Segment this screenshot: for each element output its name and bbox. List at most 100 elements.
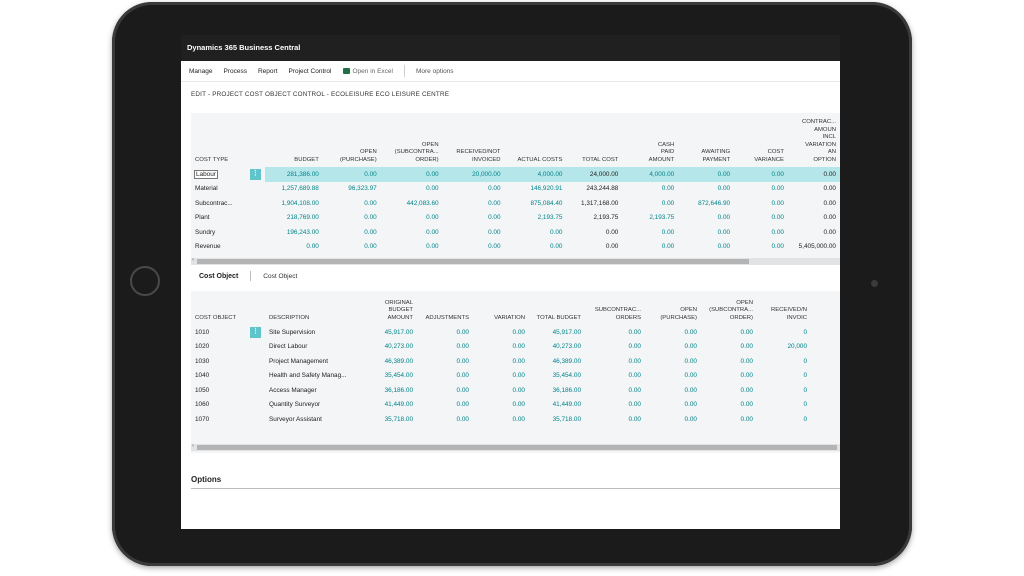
column-header[interactable]: CONTRAC... AMOUN INCL VARIATION AN OPTION [801, 119, 836, 163]
cost-object-cell[interactable]: 1030 [195, 357, 210, 365]
cost-type-label: Material [195, 185, 218, 193]
column-header[interactable]: OPEN (PURCHASE) [340, 149, 377, 163]
tab-cost-object[interactable]: Cost Object [263, 272, 298, 280]
description-cell[interactable]: Site Supervision [269, 328, 316, 336]
column-header[interactable]: OPEN (SUBCONTRA... ORDER) [709, 299, 753, 321]
app-title: Dynamics 365 Business Central [181, 35, 840, 61]
value-cell: 40,273.00 [552, 343, 581, 351]
scroll-left-icon[interactable]: ‹ [192, 443, 194, 449]
value-cell: 218,769.00 [286, 214, 319, 222]
column-header[interactable]: TOTAL COST [582, 156, 619, 163]
column-header[interactable]: TOTAL BUDGET [536, 314, 581, 321]
table-row[interactable]: 1020 Direct Labour 40,273.00 0.00 0.00 40,273… [191, 340, 811, 355]
manage-button[interactable]: Manage [189, 67, 213, 75]
description-cell[interactable]: Project Management [269, 357, 328, 365]
value-cell: 0.00 [364, 199, 377, 207]
value-cell: 5,405,000.00 [798, 243, 836, 251]
value-cell: 24,000.00 [566, 167, 623, 182]
column-header[interactable]: OPEN (SUBCONTRA... ORDER) [394, 141, 439, 163]
description-cell[interactable]: Surveyor Assistant [269, 415, 322, 423]
column-header[interactable]: BUDGET [294, 156, 319, 163]
table-row[interactable]: 1050 Access Manager 36,186.00 0.00 0.00 36,18… [191, 383, 811, 398]
page-title: EDIT - PROJECT COST OBJECT CONTROL - ECO… [191, 91, 450, 98]
value-cell: 0.00 [823, 199, 836, 207]
cost-object-cell[interactable]: 1070 [195, 415, 210, 423]
table-row[interactable]: Revenue 0.00 0.00 0.00 0.00 0.00 0.00 0.00 0.00 0… [191, 239, 840, 254]
table-row[interactable]: 1060 Quantity Surveyor 41,449.00 0.00 0.00 41… [191, 398, 811, 413]
report-button[interactable]: Report [257, 67, 278, 75]
column-header[interactable]: SUBCONTRAC... ORDERS [594, 307, 641, 321]
cost-object-cell[interactable]: 1020 [195, 343, 210, 351]
value-cell: 45,917.00 [384, 328, 413, 336]
column-header[interactable]: CASH PAID AMOUNT [648, 141, 675, 163]
value-cell: 0.00 [628, 415, 641, 423]
description-cell[interactable]: Access Manager [269, 386, 317, 394]
options-section[interactable]: Options [191, 475, 840, 489]
column-header[interactable]: COST TYPE [191, 113, 247, 167]
table-row[interactable]: Labour ⋮ 281,386.00 0.00 0.00 20,000.00 4,000.… [191, 167, 840, 182]
column-header[interactable]: ACTUAL COSTS [517, 156, 563, 163]
cost-object-scrollbar[interactable]: ‹ [191, 443, 840, 451]
value-cell: 0.00 [717, 228, 731, 236]
value-cell: 0.00 [628, 343, 641, 351]
value-cell: 0.00 [684, 386, 697, 394]
cost-type-cell[interactable]: Material [191, 181, 247, 196]
value-cell: 0.00 [740, 343, 753, 351]
value-cell: 0.00 [740, 386, 753, 394]
table-row[interactable]: Subcontrac... 1,904,108.00 0.00 442,083.60 0… [191, 196, 840, 211]
value-cell: 0.00 [628, 386, 641, 394]
table-row[interactable]: Material 1,257,689.88 96,323.97 0.00 0.00 146… [191, 181, 840, 196]
value-cell: 0.00 [740, 357, 753, 365]
table-row[interactable]: 1070 Surveyor Assistant 35,718.00 0.00 0.00 3… [191, 412, 811, 427]
scroll-left-icon[interactable]: ‹ [192, 257, 194, 263]
value-cell: 0.00 [678, 167, 735, 182]
cost-type-scroll-thumb[interactable] [197, 259, 749, 264]
value-cell: 0 [803, 401, 807, 409]
cost-type-scrollbar[interactable]: ‹ [191, 257, 840, 265]
cost-object-scroll-thumb[interactable] [197, 445, 837, 450]
cost-object-cell[interactable]: 1050 [195, 386, 210, 394]
cost-type-cell[interactable]: Sundry [191, 225, 247, 240]
description-cell[interactable]: Quantity Surveyor [269, 401, 321, 409]
more-options-button[interactable]: More options [415, 67, 454, 75]
cost-type-cell[interactable]: Revenue [191, 239, 247, 254]
value-cell: 36,186.00 [384, 386, 413, 394]
project-control-button[interactable]: Project Control [288, 67, 332, 75]
value-cell: 96,323.97 [348, 185, 377, 193]
value-cell: 0.00 [661, 199, 675, 207]
value-cell: 0.00 [740, 401, 753, 409]
cost-type-cell[interactable]: Labour [191, 167, 247, 182]
table-row[interactable]: 1010 ⋮ Site Supervision 45,917.00 0.00 0.00 45… [191, 325, 811, 340]
ellipsis-vertical-icon[interactable]: ⋮ [249, 168, 261, 180]
table-row[interactable]: Sundry 196,243.00 0.00 0.00 0.00 0.00 0.00 0.00… [191, 225, 840, 240]
cost-object-cell[interactable]: 1040 [195, 372, 210, 380]
column-header[interactable]: ORIGINAL BUDGET AMOUNT [384, 299, 413, 321]
table-row[interactable]: 1030 Project Management 46,389.00 0.00 0.00 4… [191, 354, 811, 369]
column-header[interactable]: VARIATION [494, 314, 525, 321]
cost-type-cell[interactable]: Plant [191, 210, 247, 225]
cost-type-cell[interactable]: Subcontrac... [191, 196, 247, 211]
row-menu-column [246, 113, 265, 167]
value-cell: 0.00 [605, 243, 619, 251]
table-row[interactable]: 1040 Health and Safety Manag... 35,454.00 0… [191, 369, 811, 384]
table-row[interactable]: Plant 218,769.00 0.00 0.00 0.00 2,193.75 2,193… [191, 210, 840, 225]
description-cell[interactable]: Health and Safety Manag... [269, 372, 347, 380]
column-header[interactable]: RECEIVED/N INVOIC [770, 307, 807, 321]
column-header[interactable]: OPEN (PURCHASE) [660, 307, 697, 321]
description-cell[interactable]: Direct Labour [269, 343, 308, 351]
open-in-excel-button[interactable]: Open in Excel [342, 68, 393, 75]
column-header[interactable]: AWAITING PAYMENT [701, 149, 731, 163]
value-cell: 281,386.00 [264, 167, 323, 182]
column-header[interactable]: COST VARIANCE [754, 149, 784, 163]
value-cell: 40,273.00 [384, 343, 413, 351]
column-header[interactable]: ADJUSTMENTS [425, 314, 469, 321]
ellipsis-vertical-icon[interactable]: ⋮ [250, 326, 261, 338]
column-header[interactable]: DESCRIPTION [269, 314, 310, 321]
value-cell: 0.00 [734, 167, 788, 182]
row-menu-cell [247, 398, 265, 413]
cost-object-cell[interactable]: 1010 [195, 328, 210, 336]
column-header[interactable]: COST OBJECT [195, 314, 237, 321]
column-header[interactable]: RECEIVED/NOT INVOICED [456, 149, 501, 163]
cost-object-cell[interactable]: 1060 [195, 401, 210, 409]
process-button[interactable]: Process [223, 67, 247, 75]
